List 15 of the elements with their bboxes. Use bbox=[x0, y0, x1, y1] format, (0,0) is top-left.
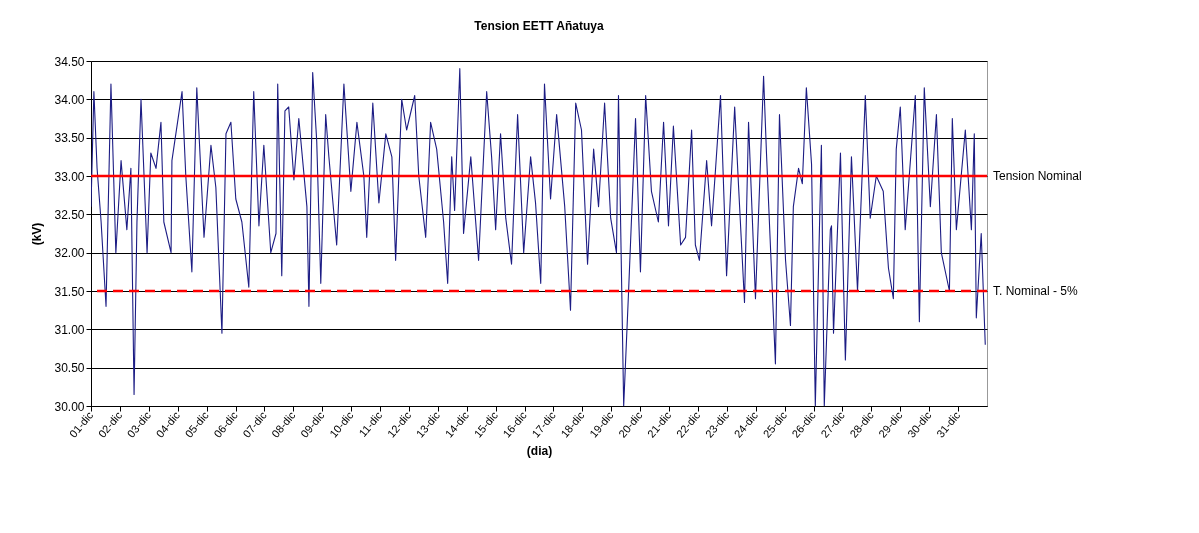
y-tick-label: 32.50 bbox=[54, 207, 85, 222]
x-axis-title: (dia) bbox=[526, 443, 553, 458]
y-tick-label: 30.50 bbox=[54, 361, 85, 376]
ref-line-label: T. Nominal - 5% bbox=[993, 284, 1079, 298]
y-axis-title: (kV) bbox=[30, 222, 45, 246]
ref-line-label: Tension Nominal bbox=[993, 169, 1082, 183]
y-tick-label: 33.00 bbox=[54, 169, 85, 184]
y-tick-label: 32.00 bbox=[54, 246, 85, 261]
y-tick-label: 30.00 bbox=[54, 399, 85, 414]
chart-title: Tension EETT Añatuya bbox=[474, 19, 604, 33]
y-tick-label: 34.00 bbox=[54, 92, 85, 107]
y-tick-label: 34.50 bbox=[54, 54, 85, 69]
y-tick-label: 31.00 bbox=[54, 322, 85, 337]
y-tick-label: 33.50 bbox=[54, 131, 85, 146]
y-tick-label: 31.50 bbox=[54, 284, 85, 299]
